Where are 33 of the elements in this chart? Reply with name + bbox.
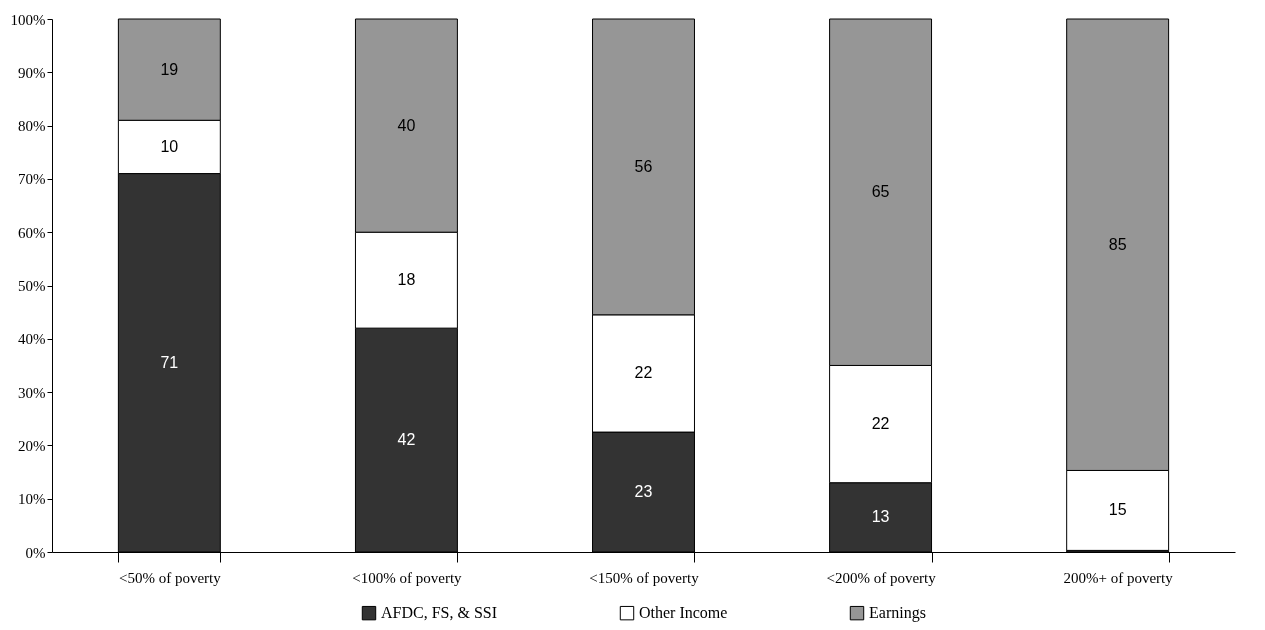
data-label: 15 bbox=[1108, 501, 1127, 519]
legend-label: Earnings bbox=[869, 604, 926, 623]
x-tick-label: 200%+ of poverty bbox=[1063, 569, 1174, 586]
x-tick-label: <150% of poverty bbox=[589, 569, 700, 586]
x-tick-label: <100% of poverty bbox=[352, 569, 463, 586]
data-label: 23 bbox=[634, 483, 653, 501]
data-label: 10 bbox=[160, 137, 179, 155]
y-tick-label: 80% bbox=[18, 118, 46, 135]
data-label: 85 bbox=[1108, 235, 1127, 253]
data-label: 56 bbox=[634, 157, 653, 175]
y-tick-label: 20% bbox=[18, 437, 46, 454]
data-label: 65 bbox=[871, 183, 890, 201]
y-tick-label: 10% bbox=[18, 491, 46, 508]
y-tick-label: 0% bbox=[25, 544, 46, 561]
data-label: 22 bbox=[634, 364, 653, 382]
data-label: 71 bbox=[160, 353, 179, 371]
y-tick-label: 70% bbox=[18, 171, 46, 188]
data-label: 19 bbox=[160, 60, 179, 78]
y-tick-label: 100% bbox=[10, 11, 46, 28]
data-label: 42 bbox=[397, 431, 416, 449]
data-label: 18 bbox=[397, 271, 416, 289]
legend-label: AFDC, FS, & SSI bbox=[381, 604, 498, 622]
x-tick-label: <50% of poverty bbox=[118, 569, 222, 586]
x-tick-label: <200% of poverty bbox=[826, 569, 937, 586]
y-tick-label: 30% bbox=[18, 384, 46, 401]
legend-label: Other Income bbox=[639, 604, 728, 622]
data-label: 22 bbox=[871, 415, 890, 433]
y-tick-label: 90% bbox=[18, 64, 46, 81]
y-tick-label: 40% bbox=[18, 331, 46, 348]
y-tick-label: 50% bbox=[18, 278, 46, 294]
data-label: 40 bbox=[397, 116, 416, 134]
data-label: 13 bbox=[871, 508, 890, 526]
y-tick-label: 60% bbox=[18, 224, 46, 241]
